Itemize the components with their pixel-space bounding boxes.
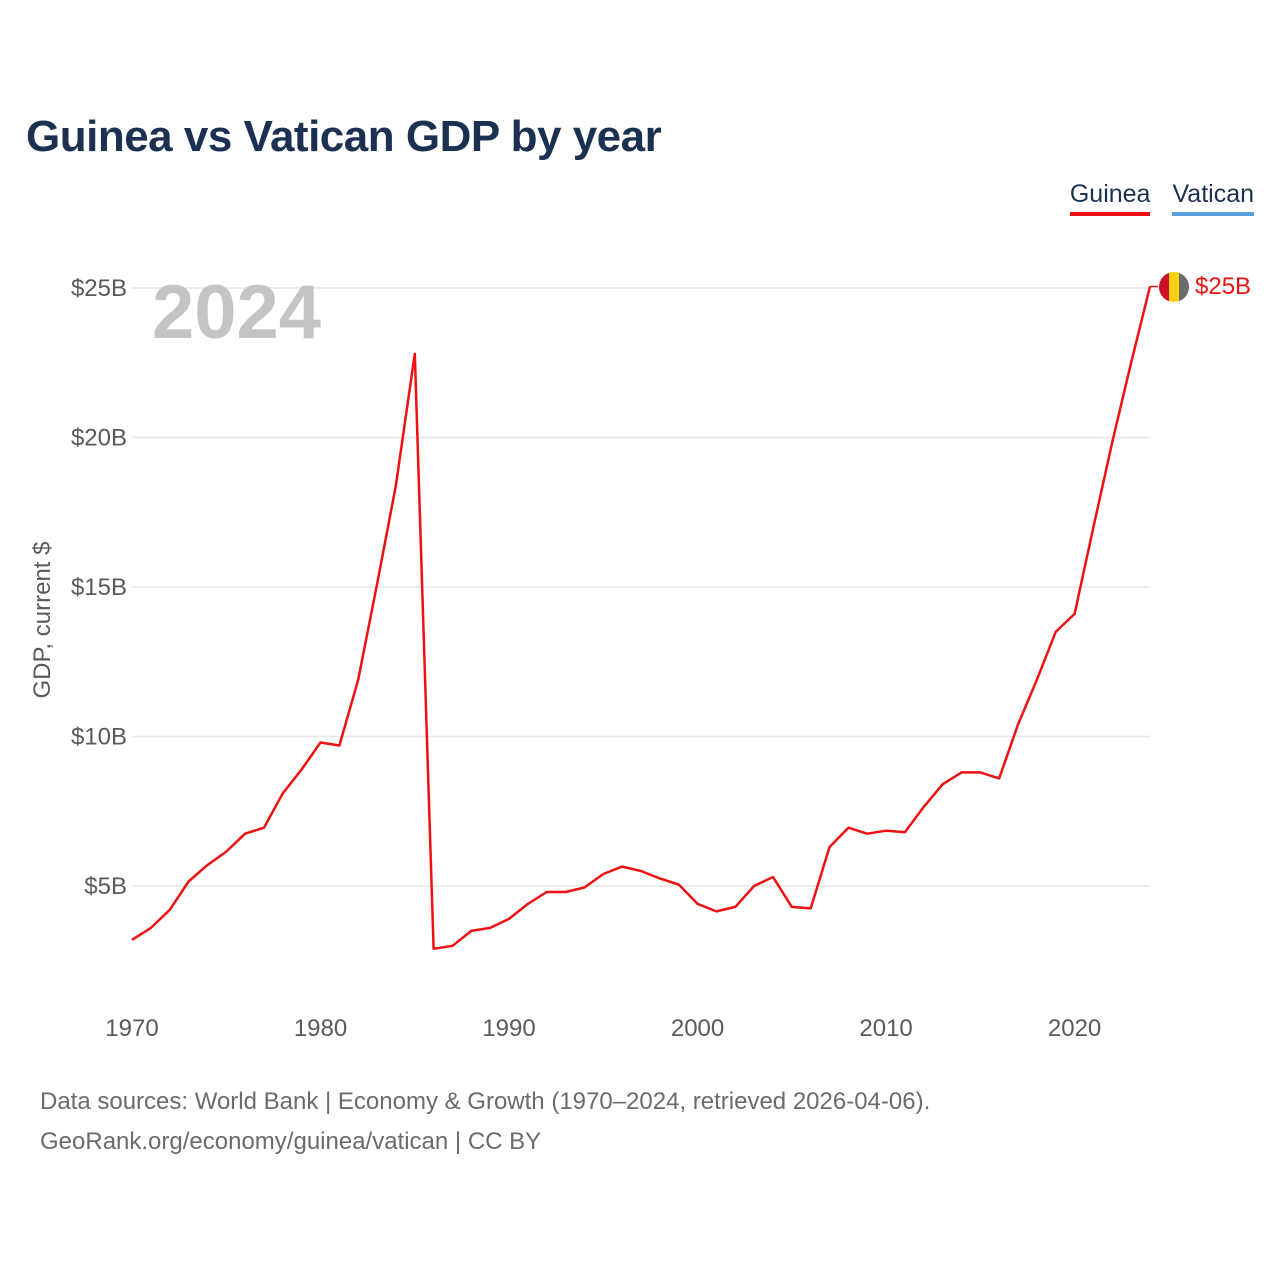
- source-note: Data sources: World Bank | Economy & Gro…: [40, 1082, 930, 1162]
- end-value-label: $25B: [1195, 273, 1251, 300]
- legend-item-guinea[interactable]: Guinea: [1069, 180, 1151, 216]
- series-group: [131, 286, 1152, 951]
- y-tick-label: $15B: [71, 574, 127, 601]
- x-tick-label: 1970: [105, 1015, 158, 1042]
- x-tick-label: 2020: [1048, 1015, 1101, 1042]
- series-line-guinea[interactable]: [131, 286, 1152, 951]
- x-tick-label: 1980: [294, 1015, 347, 1042]
- x-tick-label: 2010: [859, 1015, 912, 1042]
- legend-item-vatican[interactable]: Vatican: [1172, 180, 1254, 216]
- x-axis-ticks: 1970 1980 1990 2000 2010 2020: [105, 1015, 1101, 1042]
- legend: Guinea Vatican: [1069, 180, 1254, 216]
- y-tick-label: $10B: [71, 724, 127, 751]
- y-axis-ticks: $5B $10B $15B $20B $25B: [71, 275, 127, 900]
- y-axis-label: GDP, current $: [29, 542, 56, 699]
- y-tick-label: $5B: [84, 873, 127, 900]
- source-line-1: Data sources: World Bank | Economy & Gro…: [40, 1088, 931, 1115]
- source-line-2: GeoRank.org/economy/guinea/vatican | CC …: [40, 1128, 542, 1155]
- year-watermark: 2024: [152, 270, 321, 355]
- gridlines: [132, 287, 1150, 887]
- chart-title: Guinea vs Vatican GDP by year: [26, 112, 662, 161]
- y-tick-label: $20B: [71, 425, 127, 452]
- x-tick-label: 1990: [482, 1015, 535, 1042]
- guinea-flag-icon: [1159, 272, 1189, 302]
- x-tick-label: 2000: [671, 1015, 724, 1042]
- y-tick-label: $25B: [71, 275, 127, 302]
